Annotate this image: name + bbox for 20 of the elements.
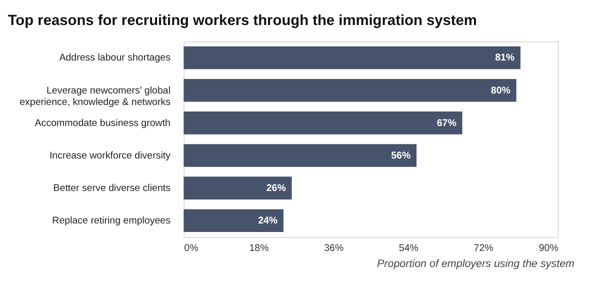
x-tick-label: 18%	[249, 243, 270, 254]
y-tick-label: Leverage newcomers' global experience, knowledge & networks	[20, 85, 171, 108]
x-tick-label: 0%	[184, 243, 199, 254]
data-label: 56%	[391, 150, 411, 162]
y-tick-label: Better serve diverse clients	[53, 182, 171, 194]
x-tick-label: 90%	[538, 243, 559, 254]
x-tick-label: 36%	[324, 243, 344, 254]
x-tick-label: 72%	[474, 243, 494, 254]
data-label: 67%	[436, 118, 457, 129]
y-tick-label: Accommodate business growth	[34, 118, 170, 129]
y-tick-label: Address labour shortages	[59, 52, 171, 64]
data-label: 80%	[490, 85, 511, 96]
chart-title: Top reasons for recruiting workers through the immigration system	[8, 12, 477, 29]
data-label: 81%	[495, 52, 515, 64]
x-tick-label: 54%	[398, 243, 419, 254]
data-label: 26%	[266, 182, 286, 194]
data-label: 24%	[258, 216, 278, 227]
y-tick-label: Replace retiring employees	[52, 216, 171, 227]
x-axis-title: Proportion of employers using the system	[377, 258, 575, 270]
y-tick-label: Increase workforce diversity	[49, 150, 171, 162]
